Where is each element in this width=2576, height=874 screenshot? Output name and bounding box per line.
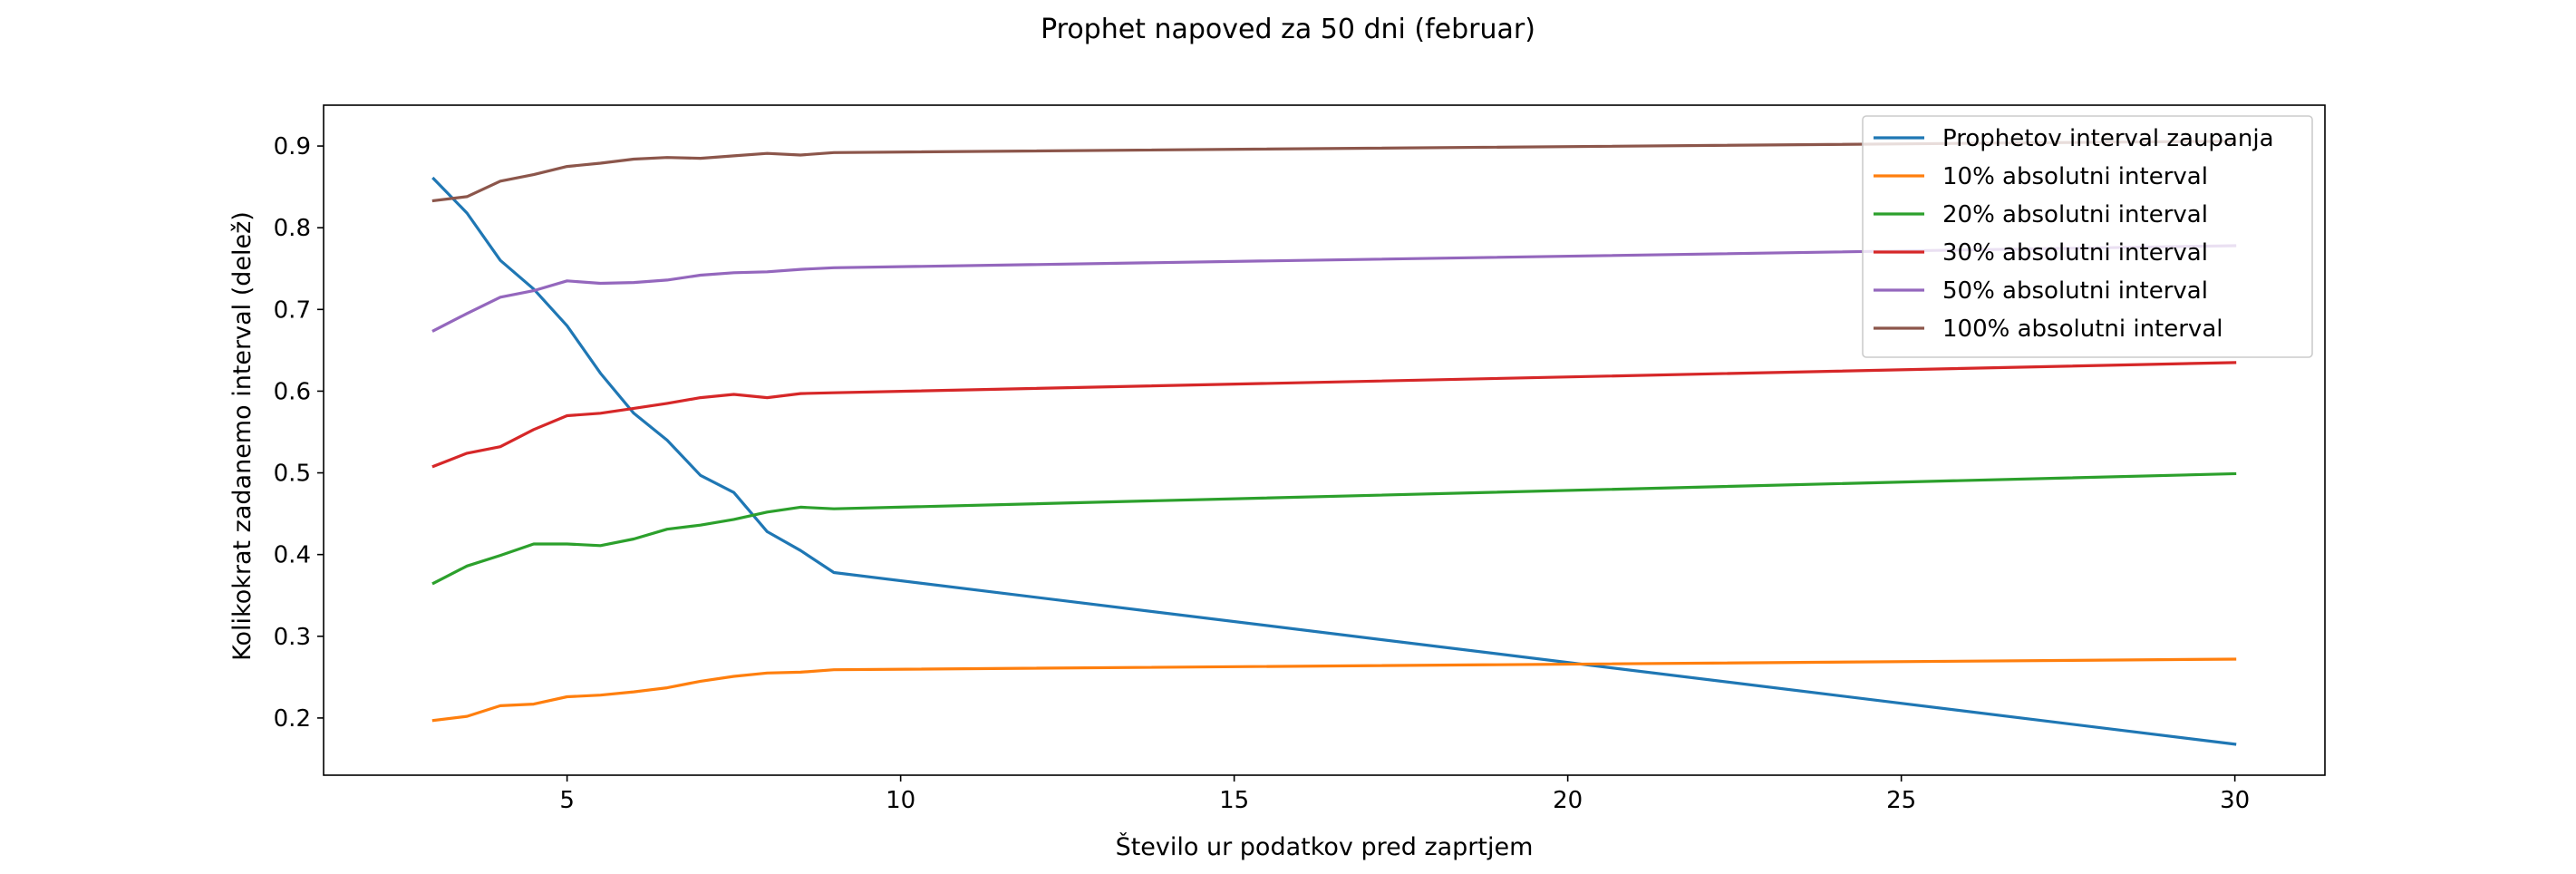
y-tick-label: 0.3 — [274, 624, 311, 651]
x-tick-label: 5 — [559, 787, 575, 814]
legend-label: 50% absolutni interval — [1942, 277, 2208, 305]
y-tick-label: 0.9 — [274, 133, 311, 160]
y-tick-label: 0.8 — [274, 215, 311, 242]
legend-label: 10% absolutni interval — [1942, 163, 2208, 190]
x-tick-label: 30 — [2220, 787, 2250, 814]
x-tick-label: 20 — [1553, 787, 1583, 814]
y-tick-label: 0.2 — [274, 705, 311, 733]
series-line-4 — [431, 361, 2237, 469]
series-line-5 — [431, 244, 2237, 333]
legend-label: 100% absolutni interval — [1942, 316, 2223, 343]
y-tick-label: 0.7 — [274, 296, 311, 324]
y-tick-label: 0.6 — [274, 378, 311, 405]
y-axis-label: Kolikokrat zadanemo interval (delež) — [228, 211, 257, 661]
legend-label: 30% absolutni interval — [1942, 239, 2208, 267]
plot-frame — [323, 104, 2326, 776]
x-tick-label: 15 — [1219, 787, 1249, 814]
plot-area: 5 10 15 20 25 30 0.2 0.3 0.4 0.5 0.6 0.7 0.8 0.9 Proph… — [274, 104, 2326, 814]
y-tick-label: 0.4 — [274, 542, 311, 569]
series-line-3 — [431, 471, 2237, 586]
legend-label: 20% absolutni interval — [1942, 201, 2208, 228]
chart-title: Prophet napoved za 50 dni (februar) — [1041, 14, 1535, 45]
series-line-6 — [431, 140, 2237, 203]
series-line-2 — [431, 657, 2237, 723]
legend-label: Prophetov interval zaupanja — [1942, 125, 2274, 152]
legend-box — [1862, 115, 2313, 358]
x-tick-label: 10 — [886, 787, 915, 814]
x-axis-label: Število ur podatkov pred zaprtjem — [1116, 832, 1534, 861]
y-tick-label: 0.5 — [274, 461, 311, 488]
series-line-1 — [431, 176, 2237, 746]
x-tick-label: 25 — [1886, 787, 1916, 814]
